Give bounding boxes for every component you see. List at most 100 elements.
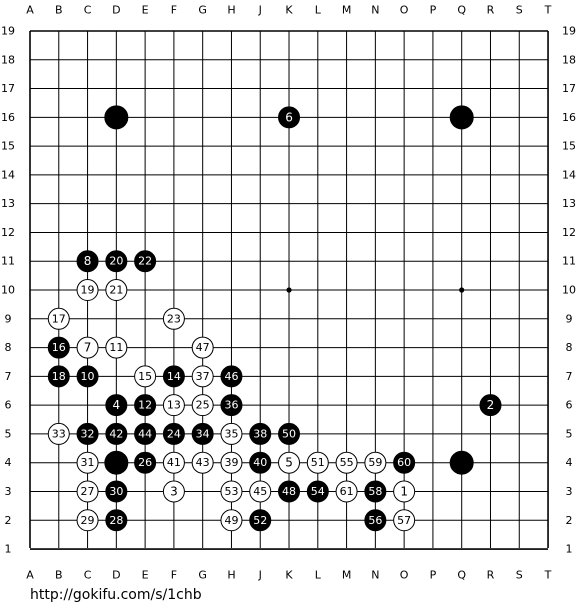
black-stone (105, 422, 128, 445)
black-stone (393, 451, 416, 474)
move-number: 18 (52, 370, 66, 383)
white-stone (162, 480, 185, 503)
black-stone (249, 509, 272, 532)
black-stone (162, 422, 185, 445)
row-label: 12 (1, 226, 15, 239)
move-number: 35 (224, 427, 238, 440)
black-stone (134, 394, 157, 417)
row-label: 9 (5, 312, 12, 325)
column-label: R (487, 4, 495, 17)
column-label: H (227, 4, 235, 17)
move-number: 4 (113, 398, 121, 412)
white-stone (191, 336, 214, 359)
row-label: 9 (566, 312, 573, 325)
column-label: G (198, 4, 207, 17)
row-label: 6 (566, 399, 573, 412)
move-number: 2 (487, 398, 495, 412)
row-label: 10 (1, 284, 15, 297)
row-label: 7 (5, 370, 12, 383)
column-label: D (112, 569, 120, 582)
black-stone (306, 480, 329, 503)
row-label: 2 (566, 514, 573, 527)
column-label: Q (457, 569, 466, 582)
row-label: 5 (566, 427, 573, 440)
column-label: G (198, 569, 207, 582)
move-number: 27 (81, 485, 95, 498)
move-number: 30 (109, 485, 123, 498)
column-label: L (315, 4, 322, 17)
move-number: 33 (52, 427, 66, 440)
row-label: 8 (566, 341, 573, 354)
column-label: O (400, 4, 409, 17)
row-label: 12 (562, 226, 576, 239)
column-label: E (142, 4, 149, 17)
move-number: 25 (196, 399, 210, 412)
white-stone (220, 451, 243, 474)
column-label: A (26, 4, 34, 17)
column-label: L (315, 569, 322, 582)
column-label: P (430, 569, 437, 582)
white-stone (76, 451, 99, 474)
white-stone (76, 279, 99, 302)
move-number: 52 (253, 514, 267, 527)
row-label: 13 (562, 197, 576, 210)
move-number: 40 (253, 456, 267, 469)
white-stone (105, 279, 128, 302)
column-label: T (544, 569, 552, 582)
star-point (459, 287, 465, 293)
row-label: 11 (1, 255, 15, 268)
black-stone (364, 509, 387, 532)
move-number: 44 (138, 427, 152, 440)
black-stone (278, 480, 301, 503)
column-label: E (142, 569, 149, 582)
move-number: 47 (196, 341, 210, 354)
black-stone (278, 422, 301, 445)
black-stone (105, 250, 128, 273)
black-stone (76, 250, 99, 273)
black-stone (105, 509, 128, 532)
column-label: C (84, 4, 92, 17)
column-label: J (258, 4, 262, 17)
white-stone (105, 336, 128, 359)
move-number: 16 (52, 341, 66, 354)
black-stone (105, 394, 128, 417)
row-label: 4 (5, 456, 12, 469)
black-stone (479, 394, 502, 417)
move-number: 61 (340, 485, 354, 498)
black-stone (76, 422, 99, 445)
move-number: 48 (282, 485, 296, 498)
column-label: B (55, 4, 63, 17)
row-label: 8 (5, 341, 12, 354)
white-stone (306, 451, 329, 474)
row-label: 11 (562, 255, 576, 268)
move-number: 17 (52, 312, 66, 325)
move-number: 42 (109, 427, 123, 440)
row-label: 19 (562, 25, 576, 38)
row-label: 17 (562, 82, 576, 95)
black-stone (134, 422, 157, 445)
white-stone (335, 480, 358, 503)
move-number: 21 (109, 284, 123, 297)
move-number: 57 (397, 514, 411, 527)
black-stone (47, 336, 70, 359)
move-number: 20 (109, 255, 123, 268)
white-stone (191, 394, 214, 417)
move-number: 39 (224, 456, 238, 469)
move-number: 1 (400, 484, 408, 498)
white-stone (220, 422, 243, 445)
column-label: P (430, 4, 437, 17)
move-number: 38 (253, 427, 267, 440)
row-label: 4 (566, 456, 573, 469)
move-number: 59 (368, 456, 382, 469)
column-label: Q (457, 4, 466, 17)
black-stone (220, 394, 243, 417)
row-label: 5 (5, 427, 12, 440)
star-point (286, 287, 292, 293)
move-number: 6 (285, 110, 293, 124)
row-label: 2 (5, 514, 12, 527)
move-number: 36 (224, 399, 238, 412)
white-stone (76, 480, 99, 503)
white-stone (191, 365, 214, 388)
